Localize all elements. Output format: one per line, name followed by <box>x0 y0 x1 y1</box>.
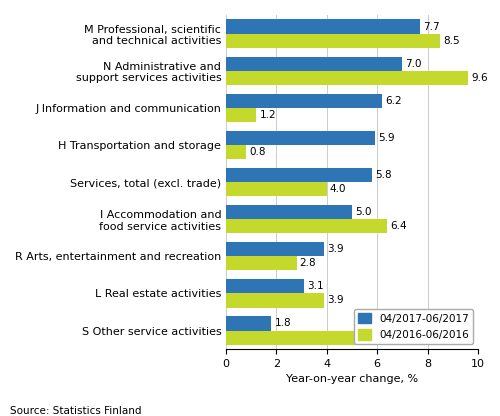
Bar <box>226 205 352 219</box>
Text: 9.6: 9.6 <box>471 73 488 83</box>
Text: 5.9: 5.9 <box>378 133 394 143</box>
Text: 6.2: 6.2 <box>386 96 402 106</box>
Text: 3.9: 3.9 <box>328 244 344 254</box>
Text: 1.8: 1.8 <box>274 319 291 329</box>
Text: Source: Statistics Finland: Source: Statistics Finland <box>10 406 141 416</box>
Text: 6.4: 6.4 <box>390 221 407 231</box>
Bar <box>226 182 327 196</box>
X-axis label: Year-on-year change, %: Year-on-year change, % <box>286 374 418 384</box>
Bar <box>226 57 402 71</box>
Bar <box>226 71 468 85</box>
Bar <box>226 331 377 344</box>
Bar <box>226 279 304 293</box>
Bar <box>226 34 440 48</box>
Bar <box>226 317 272 331</box>
Bar <box>226 131 374 145</box>
Text: 8.5: 8.5 <box>443 36 460 46</box>
Text: 5.8: 5.8 <box>375 170 392 180</box>
Text: 3.1: 3.1 <box>307 281 324 291</box>
Legend: 04/2017-06/2017, 04/2016-06/2016: 04/2017-06/2017, 04/2016-06/2016 <box>354 309 473 344</box>
Text: 3.9: 3.9 <box>328 295 344 305</box>
Bar <box>226 256 296 270</box>
Bar <box>226 20 420 34</box>
Bar <box>226 293 324 307</box>
Text: 7.7: 7.7 <box>423 22 440 32</box>
Text: 0.8: 0.8 <box>250 147 266 157</box>
Bar <box>226 94 382 108</box>
Bar <box>226 145 246 159</box>
Bar <box>226 242 324 256</box>
Text: 2.8: 2.8 <box>300 258 316 268</box>
Bar <box>226 219 388 233</box>
Text: 4.0: 4.0 <box>330 184 346 194</box>
Text: 7.0: 7.0 <box>406 59 422 69</box>
Bar <box>226 108 256 122</box>
Text: 1.2: 1.2 <box>260 110 276 120</box>
Text: 5.0: 5.0 <box>355 207 372 217</box>
Text: 6.0: 6.0 <box>380 332 397 342</box>
Bar <box>226 168 372 182</box>
